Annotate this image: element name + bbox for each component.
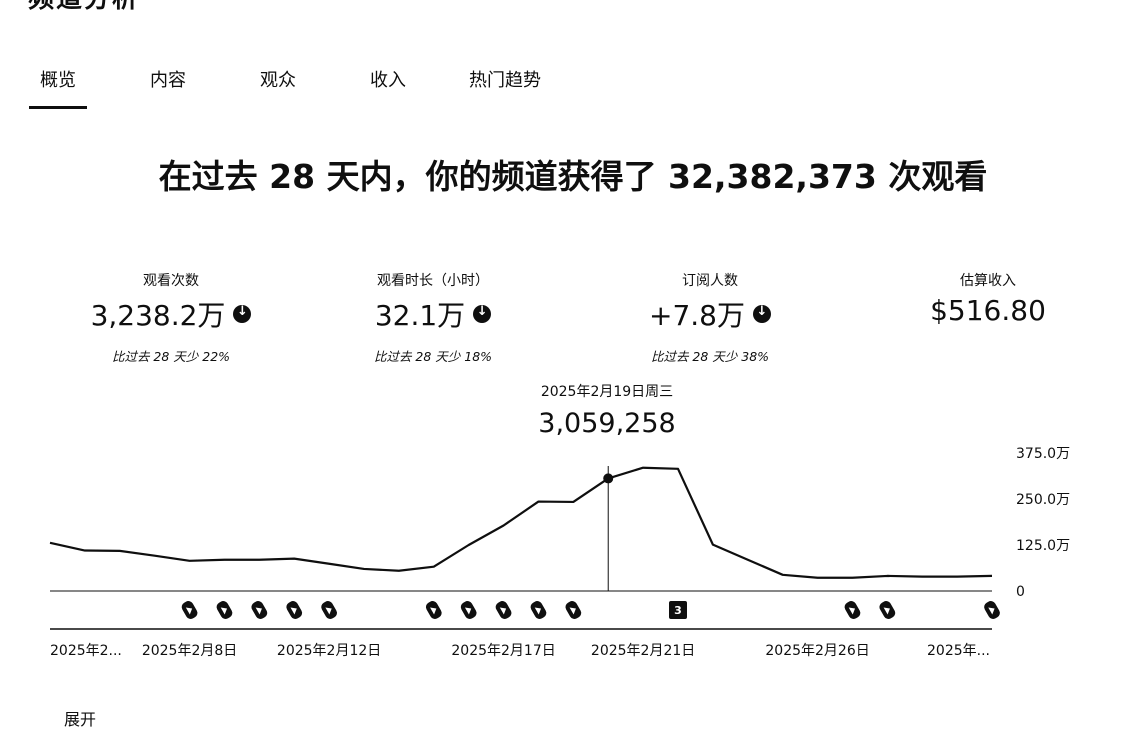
shorts-icon-play [185,607,193,615]
shorts-icon [495,601,512,619]
shorts-icon-play [464,607,472,615]
shorts-icon-play [499,607,507,615]
tab-revenue[interactable]: 收入 [370,70,406,91]
y-tick-label: 125.0万 [1016,538,1070,554]
shorts-icon [251,601,268,619]
down-arrow-icon [753,304,771,323]
selected-point [603,473,614,484]
shorts-icon-play [255,607,262,615]
x-tick-label: 2025年2月26日 [765,643,869,659]
metric-card-revenue[interactable]: 估算收入 $516.80 [873,270,1103,327]
x-tick-label: 2025年2... [50,643,122,659]
tab-audience[interactable]: 观众 [260,70,296,91]
shorts-icon [460,601,477,619]
shorts-icon [321,601,337,619]
summary-headline: 在过去 28 天内，你的频道获得了 32,382,373 次观看 [158,157,988,196]
page-title: 频道分析 [28,0,140,15]
shorts-icon [844,601,861,619]
x-tick-label: 2025年... [927,643,990,659]
metric-value: $516.80 [930,294,1046,327]
metric-label: 观看次数 [143,273,199,289]
tab-content[interactable]: 内容 [150,70,186,91]
x-tick-label: 2025年2月21日 [591,643,695,659]
shorts-icon [286,601,303,619]
metric-card-watch-time[interactable]: 观看时长（小时） 32.1万 比过去 28 天少 18% [318,270,548,365]
y-tick-label: 0 [1016,584,1025,600]
shorts-icon [530,601,547,619]
tooltip-value: 3,059,258 [538,408,676,439]
metric-value: +7.8万 [649,299,745,332]
shorts-icon-play [569,607,576,615]
views-series-line [49,466,993,579]
metric-card-views[interactable]: 观看次数 3,238.2万 比过去 28 天少 22% [56,270,286,365]
expand-link[interactable]: 展开 [64,710,97,729]
shorts-icon-play [290,607,297,615]
count-badge-label: 3 [674,604,682,617]
shorts-icon-play [430,607,437,615]
shorts-icon-play [883,607,890,615]
metric-compare: 比过去 28 天少 38% [650,349,770,364]
metric-value: 3,238.2万 [90,299,226,332]
x-tick-label: 2025年2月12日 [277,643,381,659]
down-arrow-icon [233,304,252,323]
metric-value: 32.1万 [374,299,466,332]
shorts-icon-play [325,607,332,615]
shorts-icon-play [848,607,856,615]
tab-trending[interactable]: 热门趋势 [469,70,541,91]
shorts-icon-play [220,607,228,615]
tab-overview[interactable]: 概览 [29,66,87,109]
count-badge-icon [669,601,687,619]
metric-label: 观看时长（小时） [377,273,489,289]
down-arrow-icon [473,304,492,323]
shorts-icon [425,601,442,619]
x-tick-label: 2025年2月8日 [142,643,237,659]
shorts-icon [181,601,198,619]
metric-card-subscribers[interactable]: 订阅人数 +7.8万 比过去 28 天少 38% [595,270,825,365]
shorts-icon [565,601,582,619]
metric-label: 估算收入 [960,273,1016,289]
tooltip-date: 2025年2月19日周三 [540,384,674,400]
metric-label: 订阅人数 [682,273,738,289]
y-tick-label: 375.0万 [1016,446,1070,462]
views-line-chart[interactable]: 375.0万 250.0万 125.0万 0 2025年2... 2025年2月8日 20… [0,430,1139,666]
y-tick-label: 250.0万 [1016,492,1070,508]
shorts-icon [879,601,896,619]
shorts-icon-play [988,607,995,615]
shorts-icon-play [534,607,542,615]
metric-compare: 比过去 28 天少 18% [373,349,493,364]
x-tick-label: 2025年2月17日 [451,643,555,659]
metric-compare: 比过去 28 天少 22% [111,349,231,364]
shorts-icon [216,601,233,619]
shorts-icon [984,601,1000,619]
